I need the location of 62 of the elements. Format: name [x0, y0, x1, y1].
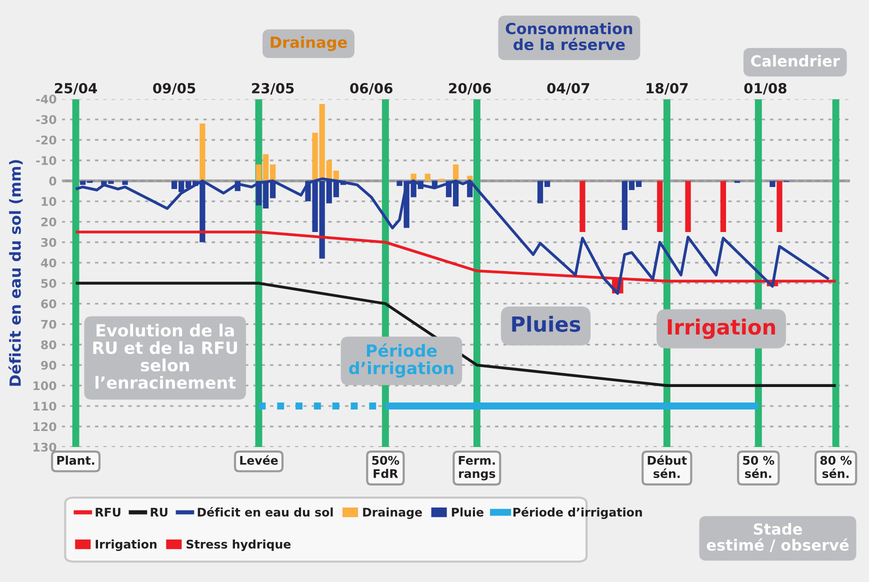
- legend-label: Drainage: [363, 507, 422, 519]
- annotation: Evolution de la RU et de la RFU selon l’enracinement: [93, 324, 237, 389]
- bar: [685, 180, 691, 232]
- line-series: [74, 282, 838, 387]
- x-tick-label: 25/04: [55, 82, 97, 95]
- bar: [452, 164, 459, 181]
- ref-line-label: 50 % sén.: [743, 456, 774, 478]
- y-tick-label: 70: [41, 320, 56, 329]
- line-series: [74, 177, 830, 295]
- x-tick-label: 23/05: [252, 82, 294, 95]
- legend-label: RU: [150, 508, 168, 517]
- bar: [200, 124, 206, 181]
- ref-line-label: 80 % sén.: [820, 456, 852, 478]
- y-tick-label: 90: [41, 360, 56, 370]
- legend-label: Déficit en eau du sol: [198, 507, 333, 517]
- ref-line-label: 50% FdR: [372, 456, 400, 478]
- bar: [720, 180, 726, 232]
- y-tick-label: 0: [49, 176, 56, 186]
- x-tick-label: 04/07: [547, 82, 590, 95]
- y-tick-label: 110: [34, 402, 56, 411]
- annotation: Pluies: [512, 316, 580, 332]
- y-tick-label: 10: [42, 197, 56, 206]
- bar: [657, 180, 663, 232]
- legend-label: Pluie: [452, 507, 484, 517]
- y-tick-label: 130: [34, 442, 56, 452]
- y-tick-label: -40: [36, 94, 56, 104]
- y-axis-title: Déficit en eau du sol (mm): [8, 160, 23, 386]
- legend-label: Période d’irrigation: [513, 507, 642, 519]
- legend-label: Stress hydrique: [186, 539, 291, 552]
- legend-label: Irrigation: [96, 539, 156, 552]
- x-tick-label: 06/06: [350, 82, 392, 95]
- ref-line-label: Ferm. rangs: [458, 456, 496, 480]
- text: Drainage: [270, 36, 347, 52]
- y-tick-label: 30: [41, 238, 56, 247]
- text: Stade estimé / observé: [706, 522, 849, 552]
- y-tick-label: 40: [40, 258, 56, 268]
- ref-line-label: Début sén.: [648, 455, 687, 478]
- bar: [580, 180, 586, 232]
- text: Consommation de la réserve: [506, 22, 632, 50]
- ref-line-label: Plant.: [57, 456, 94, 465]
- y-tick-label: 50: [41, 278, 56, 288]
- x-tick-label: 09/05: [153, 82, 196, 95]
- y-tick-label: 100: [34, 381, 56, 390]
- y-tick-label: -30: [36, 115, 56, 124]
- annotation: Irrigation: [668, 318, 775, 339]
- y-tick-label: 120: [34, 422, 56, 432]
- bar: [770, 180, 776, 187]
- y-tick-label: 80: [41, 340, 56, 350]
- y-tick-label: -20: [36, 136, 56, 145]
- bar: [776, 180, 782, 232]
- y-tick-label: 60: [41, 299, 56, 308]
- bar: [424, 174, 430, 181]
- legend-label: RFU: [96, 508, 120, 517]
- y-tick-label: -10: [36, 156, 56, 166]
- y-tick-label: 20: [41, 218, 56, 226]
- x-tick-label: 18/07: [646, 82, 688, 95]
- x-tick-label: 01/08: [744, 82, 786, 95]
- annotation: Période d’irrigation: [349, 343, 454, 378]
- ref-line-label: Levée: [240, 455, 278, 465]
- text: Calendrier: [751, 54, 840, 67]
- bar: [122, 180, 128, 185]
- x-tick-label: 20/06: [449, 82, 491, 95]
